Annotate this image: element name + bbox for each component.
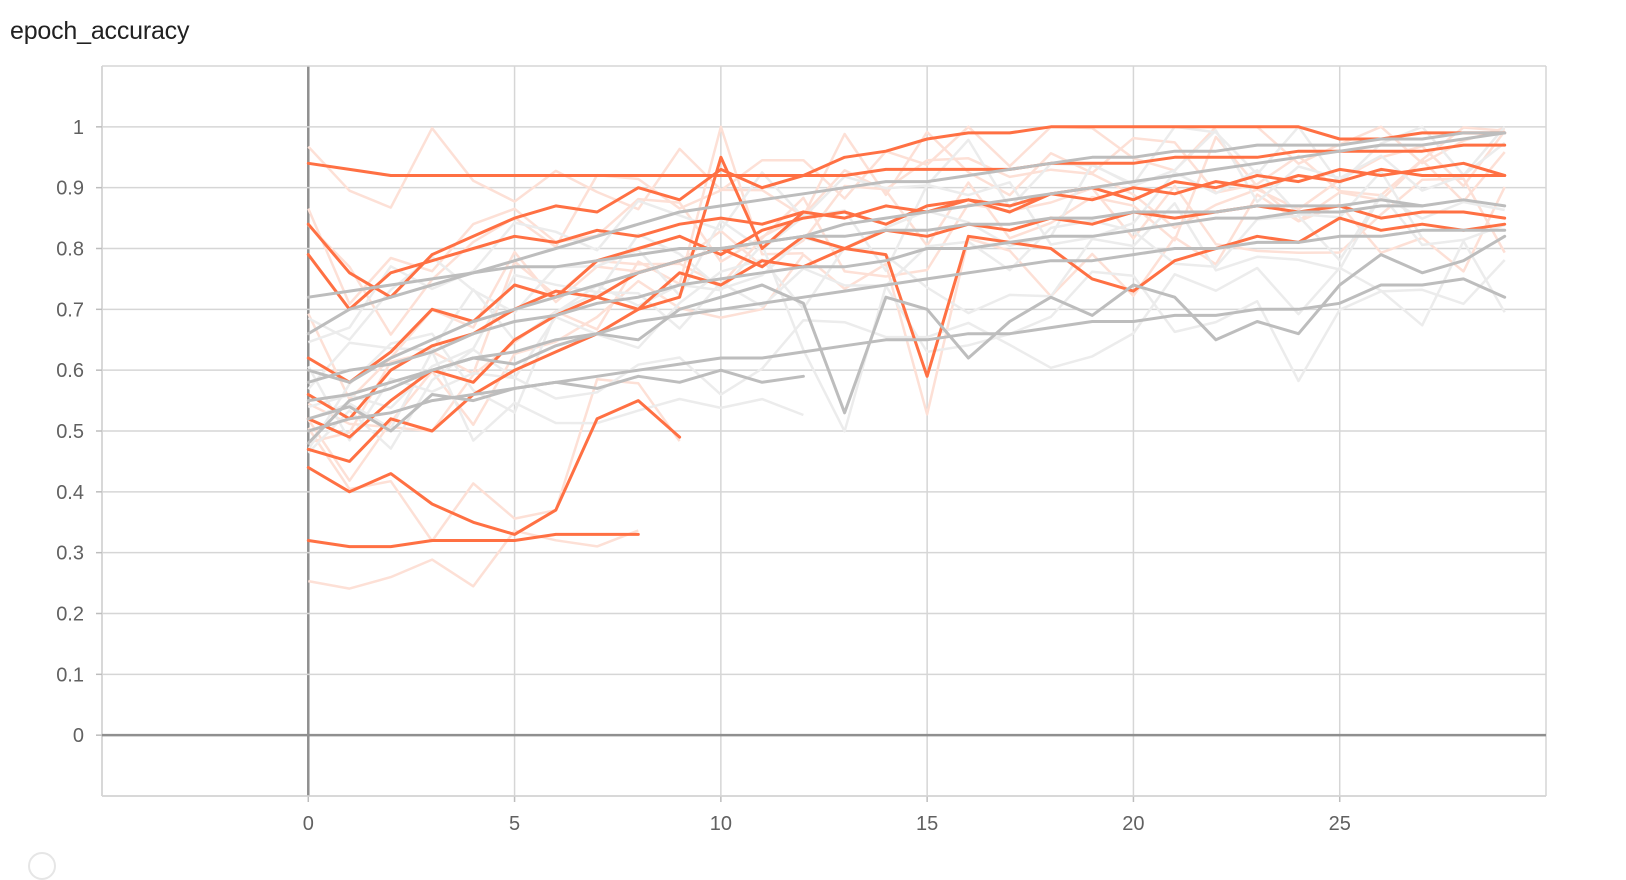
x-tick-label: 25 (1329, 813, 1351, 835)
series-line (306, 125, 1507, 299)
series-line (306, 198, 1507, 384)
raw-series-layer (307, 125, 1506, 590)
chart-title: epoch_accuracy (10, 17, 190, 45)
y-tick-label: 0.8 (56, 239, 84, 261)
smoothed-series-layer (306, 125, 1507, 549)
series-line (306, 399, 682, 536)
y-tick-label: 0.2 (56, 604, 84, 626)
raw-series-line (308, 177, 1506, 444)
series-line (306, 131, 1507, 336)
y-tick-label: 1 (73, 117, 84, 139)
series-line (306, 368, 805, 433)
x-tick-label: 20 (1122, 813, 1144, 835)
raw-series-line (307, 194, 1505, 442)
y-tick-label: 0.3 (56, 543, 84, 565)
y-tick-label: 0.1 (56, 664, 84, 686)
series-line (306, 143, 1507, 177)
raw-series-line (307, 125, 1506, 390)
x-tick-label: 5 (509, 813, 520, 835)
raw-series-line (307, 126, 1505, 218)
x-tick-label: 0 (303, 813, 314, 835)
raw-series-line (307, 125, 1506, 344)
y-tick-label: 0.4 (56, 482, 84, 504)
y-tick-label: 0.9 (56, 178, 84, 200)
series-line (306, 234, 1507, 445)
raw-series-line (307, 193, 1506, 410)
series-line (306, 198, 1424, 299)
series-line (306, 532, 640, 549)
series-line (306, 167, 1507, 311)
series-line (306, 216, 1507, 439)
raw-series-line (307, 130, 1506, 401)
y-tick-label: 0.5 (56, 421, 84, 443)
y-tick-label: 0.6 (56, 360, 84, 382)
raw-series-line (308, 529, 639, 590)
tick-label-layer: 0 5 10 15 20 25 0 0.1 0.2 0.3 0.4 0.5 0.6 0.7 0.8 0.9 1 (56, 117, 1351, 835)
y-tick-label: 0 (73, 725, 84, 747)
raw-series-line (307, 350, 804, 442)
expand-icon[interactable] (28, 852, 56, 880)
series-line (306, 131, 1507, 384)
y-tick-label: 0.7 (56, 299, 84, 321)
x-tick-label: 15 (916, 813, 938, 835)
series-line (306, 155, 805, 463)
x-tick-label: 10 (710, 813, 732, 835)
raw-series-line (307, 243, 1506, 451)
series-line (306, 228, 1507, 403)
